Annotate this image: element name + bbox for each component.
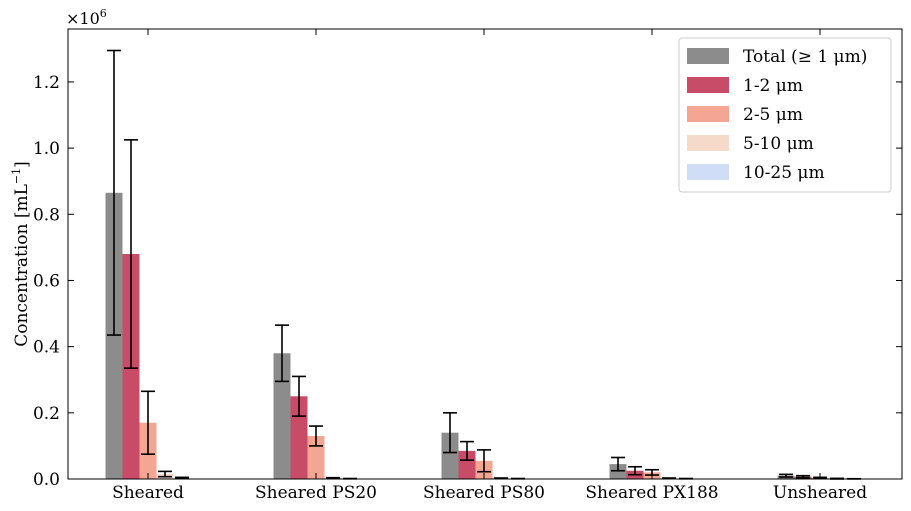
bar <box>441 432 459 479</box>
bar <box>290 396 308 479</box>
x-axis: Sheared Sheared PS20 Sheared PS80 Sheared P… <box>112 29 867 503</box>
plot-frame <box>67 28 903 480</box>
legend-label: 2-5 μm <box>743 105 803 125</box>
y-tick-label: 0.0 <box>33 470 60 490</box>
legend-swatch <box>687 77 729 93</box>
bar <box>307 435 325 479</box>
bar <box>105 192 123 480</box>
legend-swatch <box>687 135 729 151</box>
y-tick-label: 1.2 <box>33 73 60 93</box>
legend-frame <box>678 37 892 193</box>
y-tick-label: 0.2 <box>33 404 60 424</box>
y-axis: 0.0 0.2 0.4 0.6 0.8 1.0 1.2 <box>33 73 902 490</box>
legend: Total (≥ 1 μm) 1-2 μm 2-5 μm 5-10 μm 10-25 μ… <box>678 37 892 193</box>
legend-label: 1-2 μm <box>743 76 803 96</box>
legend-label: Total (≥ 1 μm) <box>743 47 867 67</box>
category-label: Unsheared <box>773 483 867 503</box>
legend-label: 10-25 μm <box>743 163 825 183</box>
y-axis-label: Concentration [mL−1] <box>10 161 32 347</box>
bar <box>458 450 476 479</box>
y-tick-label: 1.0 <box>33 139 60 159</box>
y-tick-label: 0.6 <box>33 271 60 291</box>
legend-label: 5-10 μm <box>743 134 814 154</box>
category-label: Sheared PX188 <box>585 483 718 503</box>
y-tick-label: 0.4 <box>33 338 60 358</box>
y-tick-label: 0.8 <box>33 205 60 225</box>
y-axis-multiplier: ×106 <box>66 7 107 28</box>
category-label: Sheared <box>112 483 184 503</box>
bar <box>273 353 291 479</box>
category-label: Sheared PS80 <box>423 483 545 503</box>
legend-swatch <box>687 48 729 64</box>
legend-swatch <box>687 164 729 180</box>
category-label: Sheared PS20 <box>255 483 377 503</box>
legend-swatch <box>687 106 729 122</box>
bar <box>609 464 627 479</box>
